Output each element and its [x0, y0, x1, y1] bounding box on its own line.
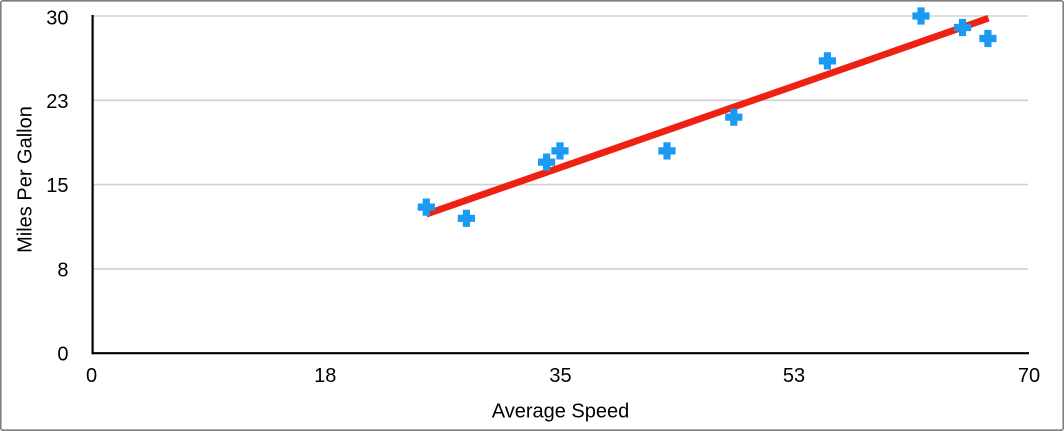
- svg-text:8: 8: [57, 259, 68, 281]
- svg-text:0: 0: [57, 344, 68, 366]
- svg-text:Miles Per Gallon: Miles Per Gallon: [15, 106, 37, 253]
- svg-text:15: 15: [46, 175, 68, 197]
- svg-text:0: 0: [86, 365, 97, 387]
- svg-text:23: 23: [46, 91, 68, 113]
- svg-text:Average Speed: Average Speed: [492, 400, 630, 422]
- svg-text:35: 35: [549, 365, 571, 387]
- svg-text:18: 18: [314, 365, 336, 387]
- svg-text:53: 53: [783, 365, 805, 387]
- svg-text:30: 30: [46, 7, 68, 29]
- svg-text:70: 70: [1018, 365, 1040, 387]
